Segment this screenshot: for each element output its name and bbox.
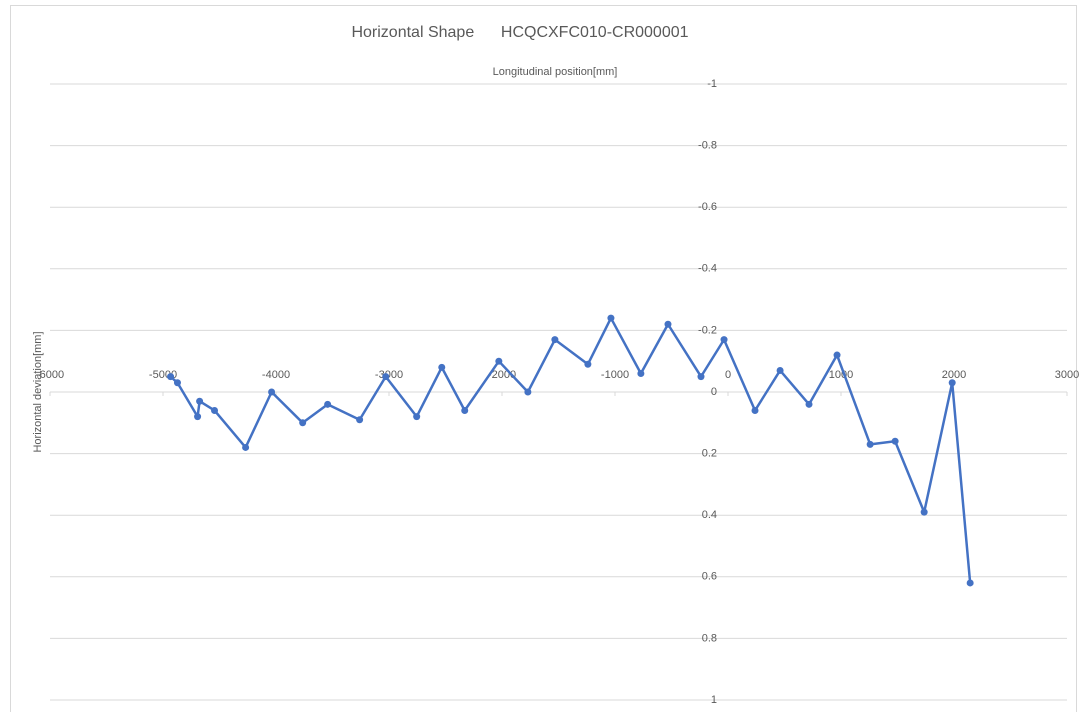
data-point bbox=[751, 406, 759, 414]
data-point bbox=[697, 373, 705, 381]
y-tick-label: -0.2 bbox=[698, 324, 717, 336]
x-tick-label: -6000 bbox=[36, 369, 64, 381]
data-point bbox=[607, 314, 615, 322]
data-point bbox=[637, 370, 645, 378]
data-point bbox=[720, 336, 728, 344]
data-point bbox=[324, 400, 332, 408]
data-point bbox=[268, 388, 276, 396]
series-line bbox=[169, 316, 972, 584]
data-point bbox=[194, 413, 202, 421]
data-point bbox=[524, 388, 532, 396]
data-point bbox=[173, 379, 181, 387]
chart-border bbox=[10, 5, 1077, 717]
y-tick-label: 0.6 bbox=[702, 571, 717, 583]
y-tick-label: 1 bbox=[711, 694, 717, 706]
data-point bbox=[866, 440, 874, 448]
data-point bbox=[413, 413, 421, 421]
data-point bbox=[211, 406, 219, 414]
data-point bbox=[833, 351, 841, 359]
data-point bbox=[551, 336, 559, 344]
y-tick-label: 0.8 bbox=[702, 632, 717, 644]
data-point bbox=[167, 373, 175, 381]
data-point bbox=[461, 406, 469, 414]
x-tick-label: 3000 bbox=[1055, 369, 1079, 381]
data-point bbox=[776, 366, 784, 374]
x-axis-label: Longitudinal position[mm] bbox=[493, 66, 618, 78]
y-tick-label: 0.4 bbox=[702, 509, 717, 521]
data-point bbox=[948, 379, 956, 387]
y-tick-label: 0.2 bbox=[702, 448, 717, 460]
data-point bbox=[920, 508, 928, 516]
x-tick-label: 1000 bbox=[829, 369, 853, 381]
y-tick-label: -1 bbox=[707, 78, 717, 90]
x-tick-label: 0 bbox=[725, 369, 731, 381]
x-tick-label: 2000 bbox=[942, 369, 966, 381]
y-tick-label: -0.6 bbox=[698, 201, 717, 213]
chart-title: Horizontal Shape HCQCXFC010-CR000001 bbox=[351, 24, 688, 41]
x-tick-label: -3000 bbox=[375, 369, 403, 381]
data-point bbox=[438, 363, 446, 371]
data-point bbox=[242, 443, 250, 451]
x-tick-label: -4000 bbox=[262, 369, 290, 381]
data-point bbox=[299, 419, 307, 427]
data-point bbox=[966, 579, 974, 587]
data-point bbox=[891, 437, 899, 445]
y-tick-label: 0 bbox=[711, 386, 717, 398]
data-point bbox=[356, 416, 364, 424]
data-point bbox=[495, 357, 503, 365]
data-point bbox=[196, 397, 204, 405]
data-point bbox=[805, 400, 813, 408]
data-point bbox=[664, 320, 672, 328]
data-point bbox=[584, 360, 592, 368]
data-point bbox=[382, 373, 390, 381]
x-tick-label: -1000 bbox=[601, 369, 629, 381]
y-tick-label: -0.4 bbox=[698, 263, 717, 275]
y-axis-label: Horizontal deviation[mm] bbox=[32, 331, 44, 452]
y-tick-label: -0.8 bbox=[698, 140, 717, 152]
